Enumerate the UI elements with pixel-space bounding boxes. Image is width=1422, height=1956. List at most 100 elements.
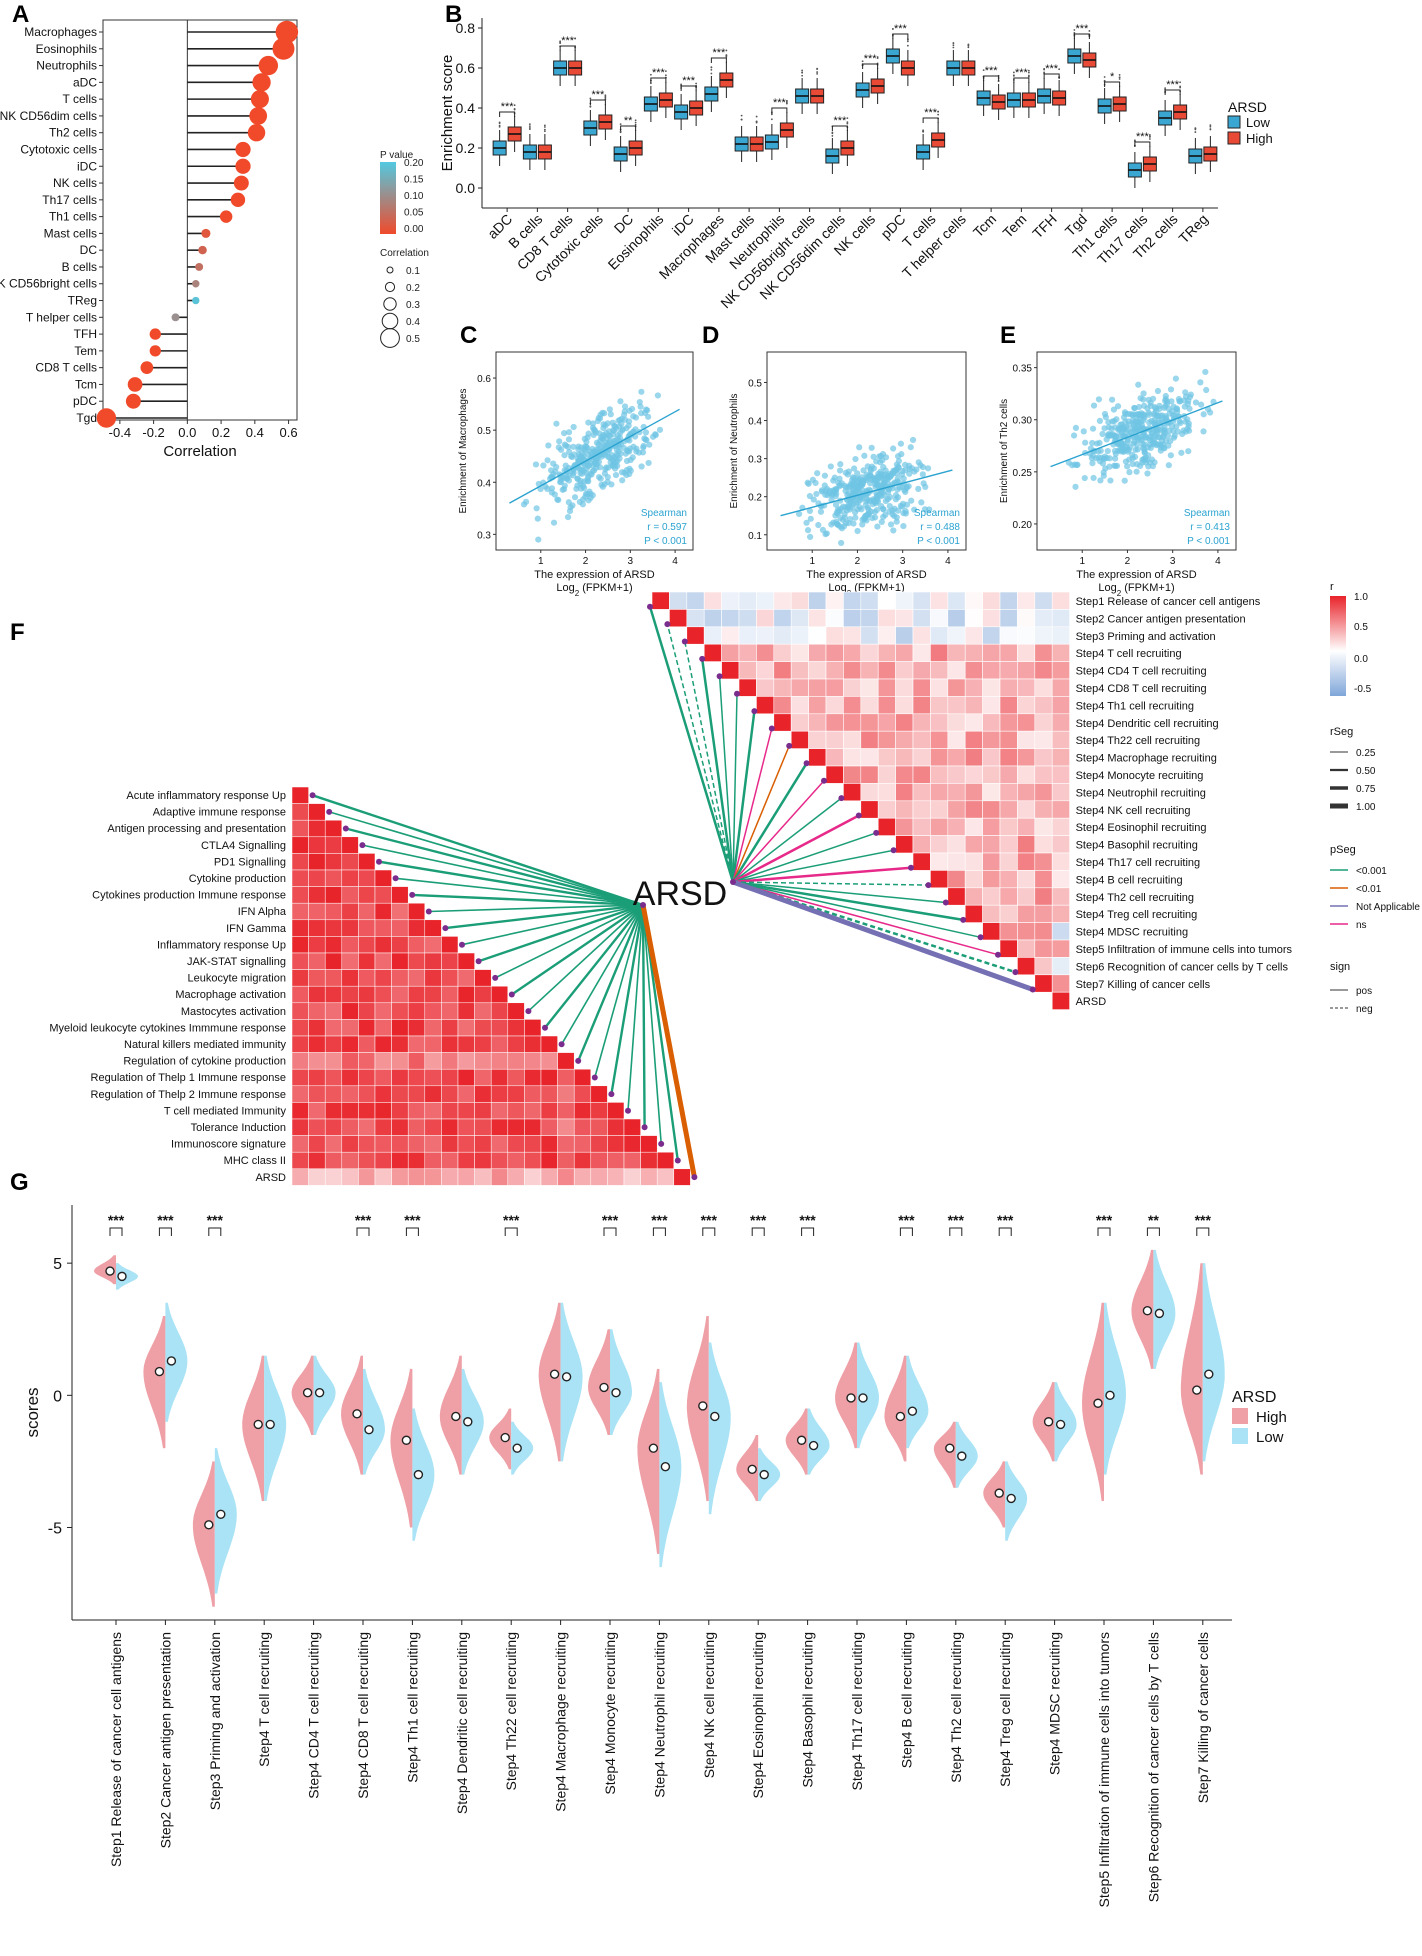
panel-e-xlabel-log: Log: [1098, 582, 1116, 594]
panel-f-left-cell: [573, 1151, 592, 1170]
panel-f-left-cell: [623, 1151, 641, 1170]
panel-d-point: [830, 519, 837, 526]
panel-f-right-cell: [999, 609, 1018, 628]
panel-g-violin-high: [94, 1255, 116, 1285]
panel-f-left-cell: [391, 936, 409, 954]
panel-e-stat-r: r = 0.413: [1190, 522, 1230, 533]
panel-f-right-link: [684, 641, 734, 883]
panel-f-left-cell: [424, 1035, 442, 1053]
panel-f-right-node: [821, 777, 827, 784]
panel-f-right-cell: [1017, 609, 1036, 628]
panel-f-right-link: [732, 881, 929, 886]
panel-f-right-node: [942, 899, 949, 906]
panel-f-left-cell: [341, 1085, 359, 1103]
panel-d-point: [918, 499, 925, 506]
panel-b-high-outlier: [816, 67, 819, 70]
panel-d-point: [851, 509, 859, 516]
panel-f-right-cell: [825, 730, 844, 749]
panel-b-ytick-label: 0.4: [456, 100, 476, 116]
panel-e-xtick-label: 4: [1215, 556, 1221, 567]
panel-f-right-cell: [843, 748, 862, 767]
panel-g-sig-bracket: [801, 1227, 815, 1236]
panel-a-category-label: CD8 T cells: [35, 361, 97, 375]
panel-f-left-cell: [358, 1085, 376, 1103]
panel-b-sig-bracket: [1043, 73, 1060, 79]
panel-f-left-cell: [341, 1151, 359, 1170]
panel-e-point: [1110, 406, 1118, 413]
panel-c-point: [561, 452, 568, 459]
panel-c-ylabel: Enrichment of Macrophages: [458, 388, 469, 513]
panel-e-point: [1139, 424, 1147, 432]
panel-f-right-cell: [1051, 817, 1070, 836]
panel-b-low-outlier: [1073, 29, 1076, 31]
panel-f-right-cell: [947, 696, 966, 715]
panel-c-point: [571, 494, 579, 501]
panel-a-dot: [275, 20, 299, 44]
panel-c-point: [624, 436, 632, 443]
panel-f-left-cell: [474, 1168, 492, 1186]
panel-f-left-cell: [291, 886, 309, 904]
panel-f-left-cell: [374, 1035, 392, 1053]
panel-f-left-cell: [374, 1118, 392, 1136]
panel-g-category-label: Step4 CD4 T cell recruiting: [306, 1632, 322, 1799]
panel-g-violin-high: [835, 1342, 857, 1449]
panel-f-right-cell: [930, 800, 949, 819]
panel-g-violin-high: [341, 1355, 363, 1475]
panel-f-right-cell: [1034, 800, 1053, 819]
panel-f-left-row-label: PD1 Signalling: [214, 856, 286, 868]
panel-f-left-cell: [291, 1019, 309, 1037]
panel-f-left-cell: [623, 1135, 641, 1153]
panel-f-right-cell: [1017, 922, 1036, 941]
panel-c-point: [565, 436, 573, 443]
panel-d-point: [840, 503, 847, 510]
panel-f-left-cell: [374, 1019, 392, 1037]
panel-f-right-cell: [1034, 783, 1053, 802]
panel-e-point: [1167, 452, 1174, 459]
panel-f-left-cell: [308, 1052, 326, 1070]
panel-f-left-cell: [457, 1068, 475, 1087]
panel-g-sig-bracket: [1196, 1227, 1210, 1236]
panel-f-right-cell: [877, 591, 896, 610]
panel-b-ytick-label: 0.8: [456, 20, 476, 36]
panel-g-sig-label: ***: [948, 1212, 965, 1228]
panel-a-category-label: T helper cells: [26, 310, 97, 324]
panel-e-point: [1108, 396, 1116, 403]
panel-f-left-cell: [324, 1019, 343, 1037]
panel-c-point: [574, 475, 581, 482]
panel-f-left-cell: [291, 1085, 309, 1103]
panel-f-right-cell: [999, 904, 1018, 923]
panel-b-low-outlier: [528, 123, 531, 126]
panel-f-right-cell: [860, 800, 879, 819]
panel-f-left-cell: [490, 1085, 509, 1103]
panel-e-point: [1161, 445, 1168, 452]
panel-b-sig-label: ***: [1166, 79, 1180, 91]
panel-f-left-row-label: Cytokine production: [189, 873, 286, 885]
panel-b-sig-bracket: [1013, 77, 1030, 83]
panel-f-right-row-label: Step4 Treg cell recruiting: [1076, 909, 1198, 921]
panel-g-median-high: [105, 1266, 115, 1276]
panel-c-point: [585, 462, 592, 470]
panel-c-point: [552, 468, 559, 475]
panel-f-left-cell: [391, 1135, 409, 1153]
panel-a-category-label: TReg: [68, 294, 97, 308]
panel-f-left-cell: [308, 853, 326, 871]
panel-f-left-cell: [607, 1118, 625, 1136]
panel-f-right-row-label: Step4 NK cell recruiting: [1076, 805, 1191, 817]
panel-g-sig-bracket: [356, 1227, 370, 1236]
panel-g-category-label: Step2 Cancer antigen presentation: [157, 1632, 173, 1848]
panel-f-right-cell: [982, 591, 1001, 610]
panel-f-left-cell: [441, 952, 459, 970]
panel-f-left-cell: [407, 1052, 426, 1070]
panel-b-low-outlier: [831, 135, 834, 137]
panel-c-point: [565, 443, 572, 451]
panel-e-point: [1186, 405, 1193, 412]
panel-e-point: [1129, 460, 1136, 468]
panel-f-right-cell: [982, 696, 1001, 715]
panel-g-median-high: [648, 1443, 659, 1453]
panel-f-right-cell: [964, 748, 983, 767]
panel-d-ytick-label: 0.1: [748, 531, 762, 542]
panel-f-left-cell: [341, 1052, 359, 1070]
panel-f-left-cell: [441, 985, 459, 1004]
panel-f-right-node: [647, 603, 653, 610]
panel-f-left-cell: [474, 1135, 492, 1153]
